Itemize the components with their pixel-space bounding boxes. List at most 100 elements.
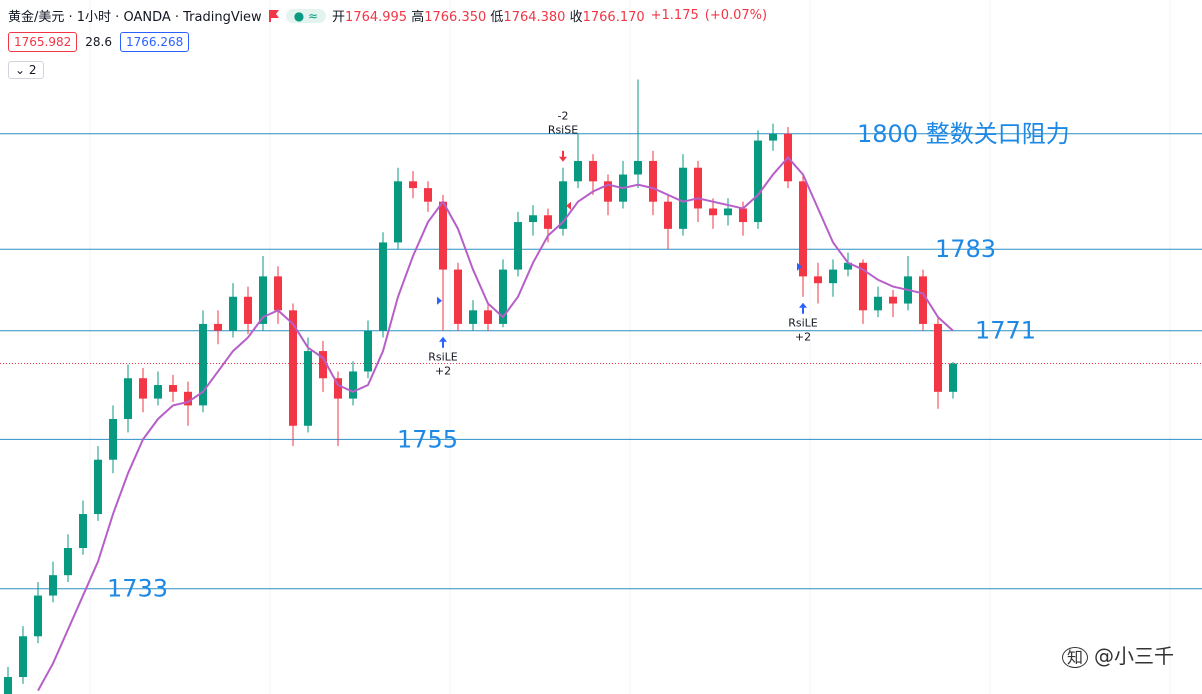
candle-body bbox=[364, 330, 372, 372]
candle-body bbox=[664, 201, 672, 229]
ohlc-value: 1764.380 bbox=[503, 10, 566, 25]
candle-body bbox=[109, 418, 117, 460]
signal-triangle bbox=[566, 201, 571, 210]
watermark: 知 @小三千 bbox=[1062, 640, 1174, 669]
level-label: 1755 bbox=[397, 425, 458, 453]
candle-body bbox=[919, 276, 927, 324]
candle-body bbox=[709, 208, 717, 216]
sell-arrow bbox=[559, 150, 567, 162]
candle-body bbox=[544, 215, 552, 229]
signal-name: RsiLE bbox=[788, 317, 818, 330]
signal-name: RsiLE bbox=[428, 351, 458, 364]
candle-body bbox=[229, 296, 237, 331]
candle-body bbox=[679, 167, 687, 229]
ask[interactable]: 1766.268 bbox=[119, 32, 190, 52]
candle-body bbox=[349, 371, 357, 399]
candle-body bbox=[754, 140, 762, 223]
candle-body bbox=[574, 160, 582, 182]
ohlc-value: 1764.995 bbox=[345, 10, 408, 25]
candle-body bbox=[184, 391, 192, 406]
collapse-button[interactable]: ⌄ 2 bbox=[8, 61, 44, 79]
candle-body bbox=[379, 242, 387, 331]
candle-body bbox=[289, 310, 297, 426]
legend-header: 黄金/美元 · 1小时 · OANDA · TradingView ● ≈ 开1… bbox=[8, 6, 767, 25]
signal-qty: -2 bbox=[558, 110, 569, 123]
watermark-text: @小三千 bbox=[1094, 644, 1175, 668]
candle-body bbox=[589, 160, 597, 182]
candle-body bbox=[424, 188, 432, 202]
candle-body bbox=[724, 208, 732, 216]
candle-body bbox=[559, 181, 567, 229]
buy-arrow bbox=[439, 336, 447, 348]
collapse-count: 2 bbox=[28, 63, 37, 77]
candle-body bbox=[79, 514, 87, 549]
candle-body bbox=[274, 276, 282, 311]
ohlc-value: 1766.350 bbox=[424, 10, 487, 25]
candle-body bbox=[604, 181, 612, 202]
status-pill[interactable]: ● ≈ bbox=[285, 8, 327, 23]
candle-body bbox=[244, 296, 252, 324]
candle-body bbox=[844, 262, 852, 270]
candle-body bbox=[34, 595, 42, 637]
candle-body bbox=[514, 222, 522, 270]
candle-body bbox=[454, 269, 462, 324]
signal-triangle bbox=[437, 296, 442, 305]
candle-body bbox=[829, 269, 837, 284]
candle-body bbox=[739, 208, 747, 223]
ohlc-name: 高 bbox=[411, 10, 425, 25]
level-label: 1783 bbox=[935, 235, 996, 263]
buy-arrow bbox=[799, 302, 807, 314]
ohlc-name: 开 bbox=[332, 10, 346, 25]
candle-body bbox=[769, 133, 777, 141]
change-pct: (+0.07%) bbox=[704, 8, 768, 23]
candle-body bbox=[64, 548, 72, 576]
candle-body bbox=[874, 296, 882, 311]
bid[interactable]: 1765.982 bbox=[8, 32, 78, 52]
candle-body bbox=[334, 378, 342, 399]
candle-body bbox=[859, 262, 867, 311]
candle-body bbox=[19, 636, 27, 678]
level-label: 1800 整数关口阻力 bbox=[857, 120, 1070, 148]
ohlc: 开1764.995 高1766.350 低1764.380 收1766.170 bbox=[332, 6, 645, 25]
ma-line bbox=[37, 156, 954, 692]
candle-body bbox=[439, 201, 447, 270]
candle-body bbox=[304, 351, 312, 426]
candle-body bbox=[934, 323, 942, 392]
signal-qty: +2 bbox=[435, 365, 451, 378]
candle-body bbox=[529, 215, 537, 223]
candle-body bbox=[259, 276, 267, 324]
candle-body bbox=[199, 323, 207, 406]
candle-body bbox=[499, 269, 507, 324]
candle-body bbox=[814, 276, 822, 284]
candle-body bbox=[694, 167, 702, 209]
ohlc-name: 收 bbox=[569, 10, 583, 25]
candle-body bbox=[319, 351, 327, 379]
candle-body bbox=[799, 181, 807, 277]
ohlc-value: 1766.170 bbox=[582, 10, 645, 25]
flag-icon[interactable] bbox=[268, 9, 280, 22]
candle-body bbox=[469, 310, 477, 324]
ohlc-name: 低 bbox=[490, 10, 504, 25]
quote-row: 1765.982 28.6 1766.268 bbox=[8, 32, 190, 52]
signal-triangle bbox=[797, 262, 802, 271]
candle-body bbox=[949, 363, 957, 392]
candle-body bbox=[154, 385, 162, 399]
candle-body bbox=[484, 310, 492, 324]
candle-body bbox=[139, 378, 147, 399]
change: +1.175 bbox=[650, 8, 699, 23]
spread: 28.6 bbox=[85, 35, 112, 49]
candle-body bbox=[94, 459, 102, 515]
symbol-title: 黄金/美元 · 1小时 · OANDA · TradingView bbox=[8, 10, 262, 25]
signal-qty: +2 bbox=[795, 331, 811, 344]
candle-body bbox=[649, 160, 657, 202]
candle-body bbox=[409, 181, 417, 189]
candle-body bbox=[49, 575, 57, 596]
candle-body bbox=[124, 378, 132, 419]
candle-body bbox=[169, 385, 177, 392]
candle-body bbox=[889, 296, 897, 304]
candle-body bbox=[214, 323, 222, 331]
level-label: 1771 bbox=[975, 317, 1036, 345]
candle-body bbox=[394, 181, 402, 243]
